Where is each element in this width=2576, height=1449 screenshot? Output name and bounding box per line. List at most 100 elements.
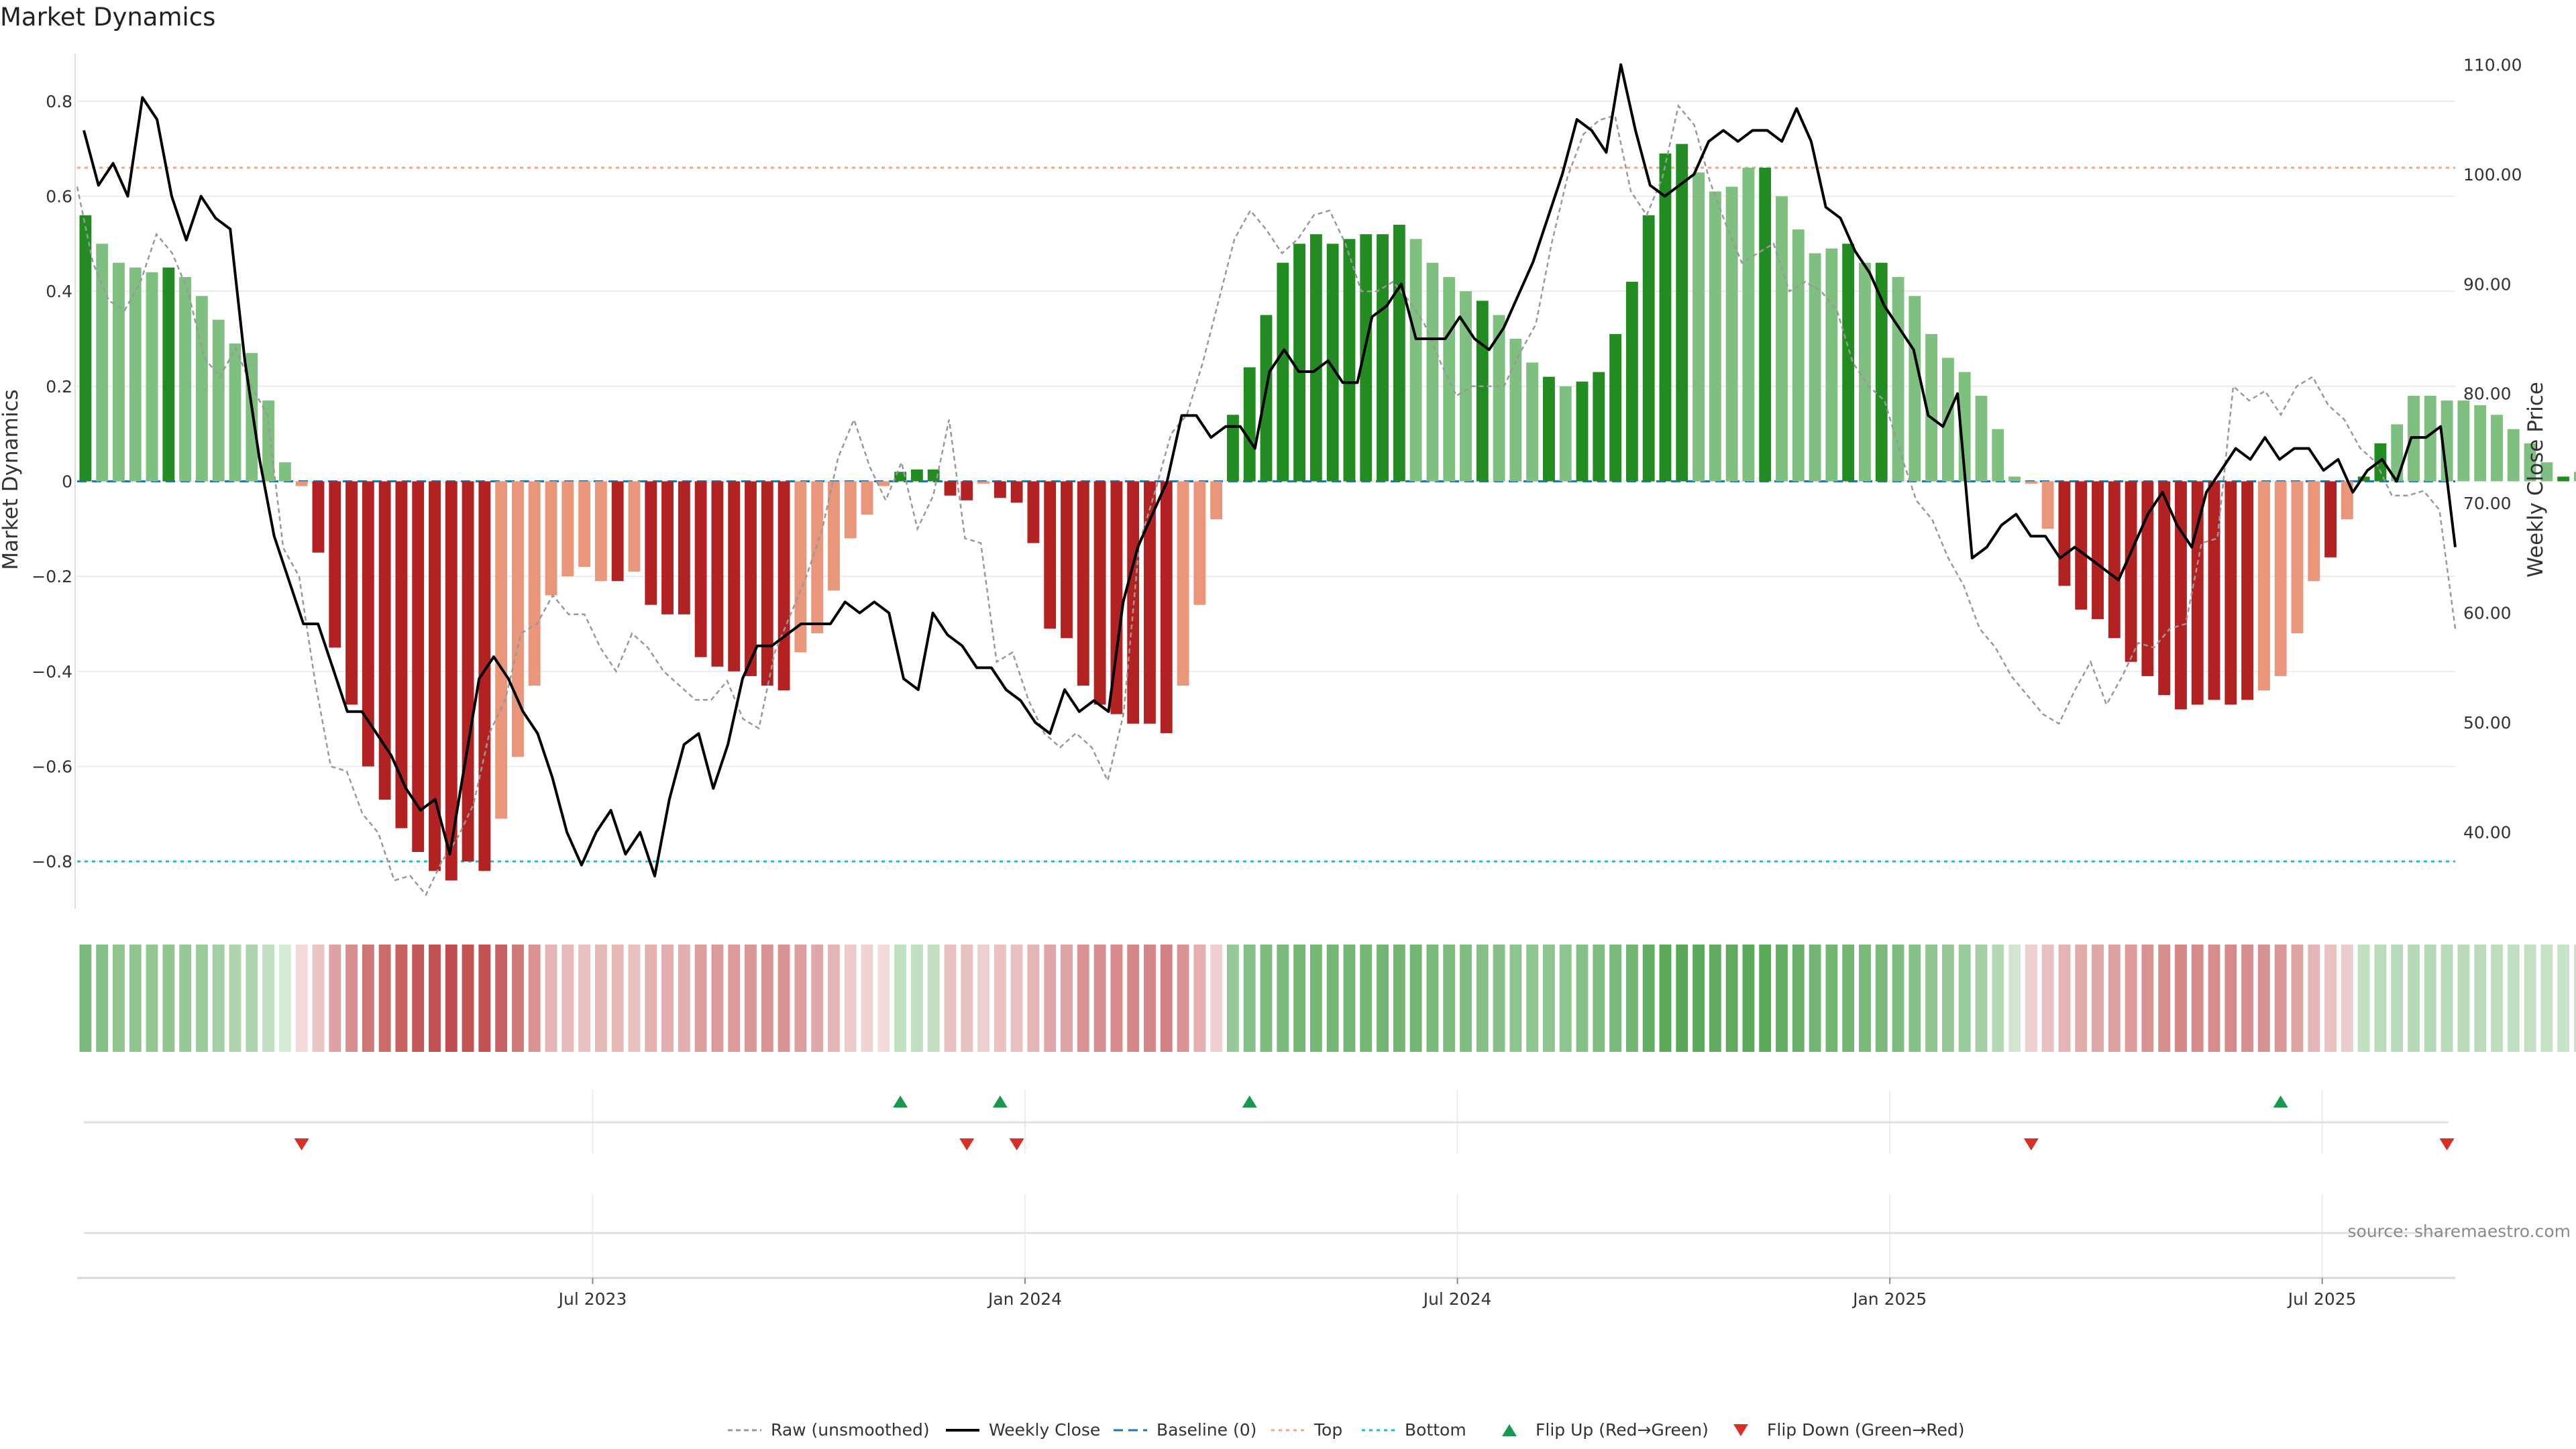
heat-cell (628, 945, 641, 1052)
y-tick-left: 0.2 (46, 377, 72, 396)
dynamics-bar (1759, 168, 1772, 482)
dynamics-bar (2125, 481, 2137, 662)
y-tick-right: 80.00 (2463, 384, 2512, 404)
heat-cell (761, 945, 773, 1052)
heat-cell (1958, 945, 1971, 1052)
heat-cell (2058, 945, 2071, 1052)
heat-cell (2125, 945, 2137, 1052)
dynamics-bar (478, 481, 491, 871)
dynamics-bar (2241, 481, 2254, 700)
dynamics-bar (1093, 481, 1106, 705)
heat-cell (1061, 945, 1073, 1052)
heat-cell (246, 945, 258, 1052)
dynamics-bar (1992, 429, 2004, 482)
dynamics-bar (1177, 481, 1189, 686)
y-tick-right: 70.00 (2463, 494, 2512, 513)
heat-cell (2374, 945, 2387, 1052)
heat-cell (1526, 945, 1539, 1052)
dynamics-bar (512, 481, 524, 757)
heat-cell (1293, 945, 1306, 1052)
heat-cell (295, 945, 308, 1052)
heat-cell (495, 945, 508, 1052)
heat-cell (910, 945, 923, 1052)
heat-cell (611, 945, 624, 1052)
heat-cell (2224, 945, 2237, 1052)
dynamics-bar (1144, 481, 1156, 724)
heat-cell (1742, 945, 1755, 1052)
heat-cell (1493, 945, 1505, 1052)
heat-cell (2008, 945, 2021, 1052)
y-tick-right: 40.00 (2463, 823, 2512, 843)
dynamics-bar (1293, 244, 1306, 482)
y-tick-right: 100.00 (2463, 165, 2522, 184)
dynamics-bar (412, 481, 425, 852)
heat-cell (1593, 945, 1605, 1052)
dynamics-bar (961, 481, 973, 500)
dynamics-bar (1576, 381, 1589, 482)
heat-cell (1676, 945, 1688, 1052)
dynamics-bar (678, 481, 690, 614)
dynamics-bar (777, 481, 790, 691)
dynamics-bar (1509, 339, 1522, 482)
dynamics-bar (1642, 215, 1655, 482)
legend: Raw (unsmoothed) Weekly Close Baseline (0)… (728, 1420, 1965, 1440)
y-tick-left: 0 (62, 472, 72, 492)
heat-cell (1077, 945, 1089, 1052)
heat-cell (2092, 945, 2104, 1052)
dynamics-bar (2540, 462, 2553, 482)
heat-cell (1892, 945, 1904, 1052)
heat-cell (113, 945, 125, 1052)
dynamics-bar (1243, 367, 1256, 482)
raw-line (76, 104, 2457, 897)
dynamics-bar (1193, 481, 1206, 605)
heat-cell (2424, 945, 2436, 1052)
dynamics-bar (1693, 172, 1705, 482)
heat-cell (2158, 945, 2171, 1052)
heat-cell (2141, 945, 2154, 1052)
dynamics-bar (594, 481, 607, 582)
flip-down-marker (1009, 1138, 1024, 1150)
heat-cell (561, 945, 574, 1052)
heat-cell (1460, 945, 1472, 1052)
dynamics-bar (278, 462, 291, 482)
flip-up-marker (1242, 1095, 1257, 1108)
heat-cell (1309, 945, 1322, 1052)
dynamics-bar (545, 481, 557, 596)
heat-cell (861, 945, 873, 1052)
dynamics-bar (1559, 386, 1572, 482)
source-credit: source: sharemaestro.com (2348, 1222, 2571, 1241)
dynamics-bars (79, 144, 2576, 881)
dynamics-bar (1277, 262, 1289, 482)
weekly-close-line (83, 63, 2457, 877)
dynamics-bar (295, 481, 308, 486)
dynamics-bar (1309, 234, 1322, 482)
y-tick-right: 110.00 (2463, 55, 2522, 74)
heat-cell (711, 945, 724, 1052)
dynamics-bar (2025, 481, 2037, 484)
heat-cell (2175, 945, 2187, 1052)
dynamics-bar (578, 481, 591, 567)
dynamics-bar (861, 481, 873, 515)
dynamics-bar (495, 481, 508, 819)
flip-up-marker (992, 1095, 1008, 1108)
heat-cell (1825, 945, 1838, 1052)
flip-down-marker (959, 1138, 975, 1150)
flip-down-marker (2023, 1138, 2039, 1150)
dynamics-bar (2092, 481, 2104, 619)
heat-cell (1210, 945, 1223, 1052)
dynamics-bar (1110, 481, 1123, 714)
dynamics-bar (2041, 481, 2054, 529)
dynamics-bar (1210, 481, 1223, 520)
dynamics-bar (113, 262, 125, 482)
dynamics-bar (994, 481, 1006, 498)
y-axis-label-right: Weekly Close Price (2524, 382, 2548, 578)
legend-label: Weekly Close (989, 1420, 1100, 1440)
dynamics-bar (811, 481, 824, 634)
heat-cell (362, 945, 374, 1052)
dynamics-bar (1027, 481, 1040, 543)
heat-cell (329, 945, 341, 1052)
dynamics-bar (2324, 481, 2337, 557)
x-tick-label: Jan 2025 (1851, 1289, 1927, 1309)
heat-cell (927, 945, 940, 1052)
